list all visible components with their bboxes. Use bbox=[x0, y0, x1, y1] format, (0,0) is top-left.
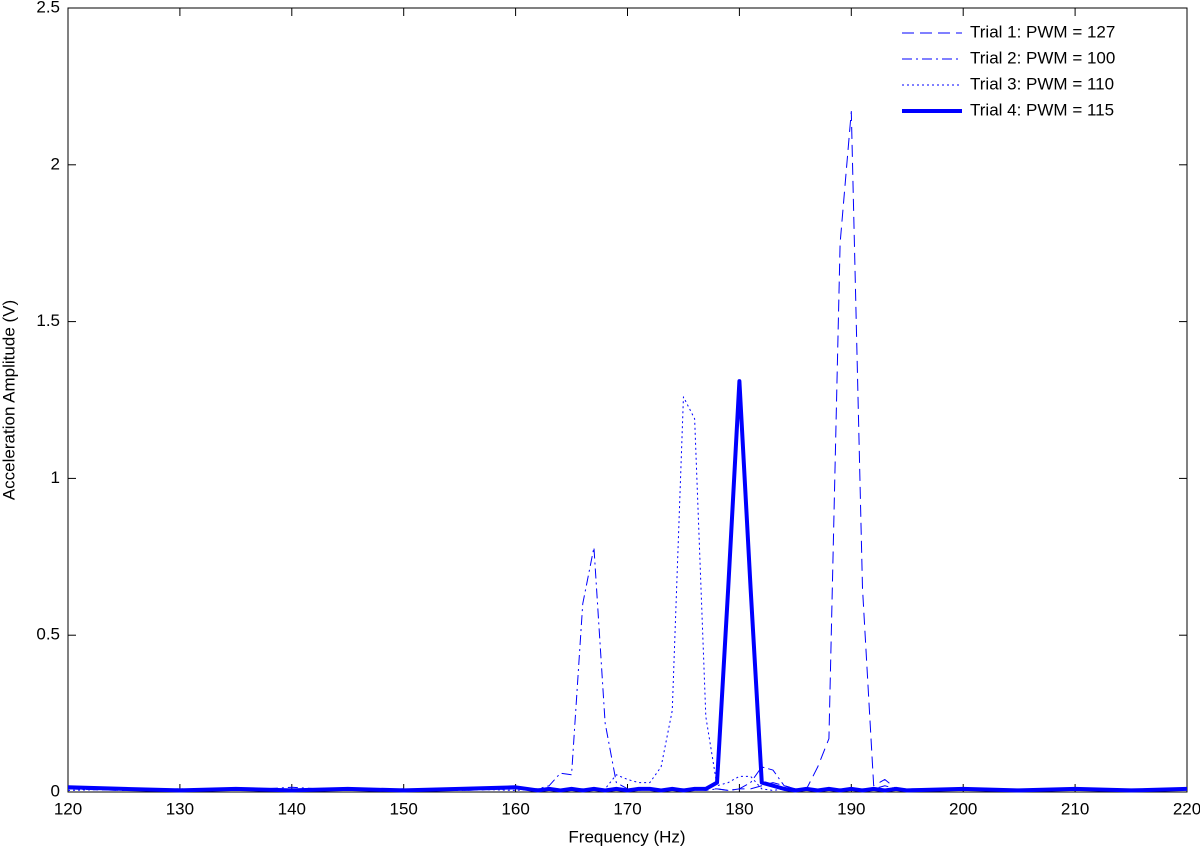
x-tick-label: 210 bbox=[1061, 799, 1089, 818]
y-tick-label: 2 bbox=[51, 154, 60, 173]
y-tick-label: 2.5 bbox=[36, 0, 60, 16]
x-tick-label: 180 bbox=[725, 799, 753, 818]
y-axis-label: Acceleration Amplitude (V) bbox=[0, 300, 18, 500]
y-tick-label: 1 bbox=[51, 468, 60, 487]
x-tick-label: 200 bbox=[949, 799, 977, 818]
series-line bbox=[67, 546, 1188, 791]
x-tick-label: 140 bbox=[278, 799, 306, 818]
y-tick-label: 0 bbox=[51, 781, 60, 800]
legend-label: Trial 2: PWM = 100 bbox=[970, 48, 1115, 67]
y-tick-label: 0.5 bbox=[36, 625, 60, 644]
x-tick-label: 130 bbox=[166, 799, 194, 818]
series-line bbox=[67, 110, 1188, 791]
x-tick-label: 170 bbox=[613, 799, 641, 818]
series-line bbox=[67, 379, 1188, 793]
x-tick-label: 120 bbox=[54, 799, 82, 818]
plot-frame bbox=[67, 7, 1188, 793]
x-axis-label: Frequency (Hz) bbox=[568, 827, 685, 846]
legend-label: Trial 3: PWM = 110 bbox=[970, 74, 1114, 93]
series-line bbox=[67, 396, 1188, 791]
legend-label: Trial 4: PWM = 115 bbox=[970, 100, 1114, 119]
x-tick-label: 190 bbox=[837, 799, 865, 818]
x-tick-label: 220 bbox=[1173, 799, 1200, 818]
legend-label: Trial 1: PWM = 127 bbox=[970, 22, 1115, 41]
y-tick-label: 1.5 bbox=[36, 311, 60, 330]
x-tick-label: 160 bbox=[501, 799, 529, 818]
x-tick-label: 150 bbox=[390, 799, 418, 818]
